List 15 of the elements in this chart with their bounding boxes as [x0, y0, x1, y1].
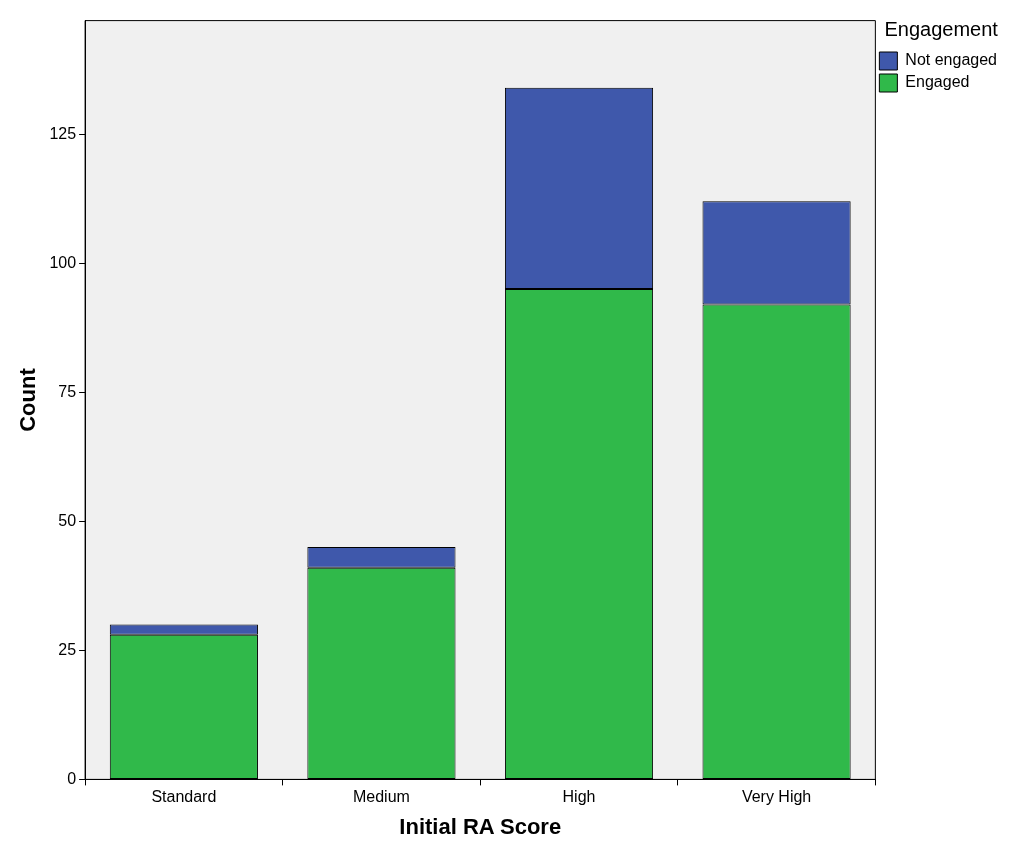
legend-label: Not engaged: [905, 51, 998, 69]
y-axis-title: Count: [15, 367, 41, 432]
x-tick-label: High: [562, 788, 596, 806]
y-tick-label: 25: [58, 640, 77, 658]
y-tick-label: 50: [58, 511, 77, 529]
y-tick-label: 75: [58, 382, 77, 400]
y-tick-label: 0: [67, 769, 77, 787]
x-tick-label: Standard: [151, 788, 217, 806]
legend-label: Engaged: [905, 73, 970, 91]
x-axis-title: Initial RA Score: [399, 813, 562, 839]
y-tick-label: 100: [49, 253, 77, 271]
y-tick-label: 125: [49, 124, 77, 142]
legend-title: Engagement: [884, 17, 999, 40]
x-tick-label: Medium: [352, 788, 410, 806]
x-tick-label: Very High: [741, 788, 812, 806]
